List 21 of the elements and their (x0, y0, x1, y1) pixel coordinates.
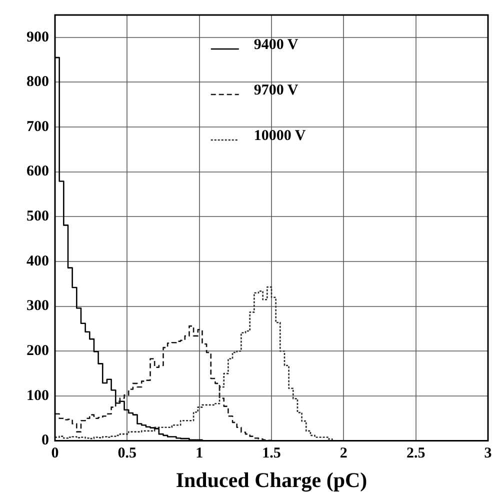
y-tick-label: 500 (26, 208, 49, 225)
y-tick-label: 600 (26, 164, 49, 180)
y-tick-label: 900 (26, 29, 49, 46)
legend-label: 9400 V (254, 36, 298, 53)
x-tick-label: 1 (196, 446, 204, 462)
x-axis-title: Induced Charge (pC) (176, 468, 368, 492)
x-tick-label: 0 (51, 446, 59, 462)
x-tick-label: 0.5 (118, 446, 137, 462)
y-tick-label: 200 (26, 343, 49, 360)
legend-label: 10000 V (254, 128, 306, 144)
x-tick-label: 2.5 (406, 446, 426, 462)
y-tick-label: 100 (26, 388, 49, 404)
y-tick-label: 400 (26, 253, 49, 270)
y-tick-label: 300 (26, 298, 49, 314)
x-tick-label: 1.5 (262, 446, 281, 462)
x-tick-label: 3 (484, 446, 492, 462)
x-tick-label: 2 (340, 446, 348, 462)
y-tick-label: 800 (26, 74, 49, 90)
legend-label: 9700 V (254, 82, 298, 98)
y-tick-label: 700 (26, 118, 49, 135)
y-tick-label: 0 (42, 432, 49, 449)
